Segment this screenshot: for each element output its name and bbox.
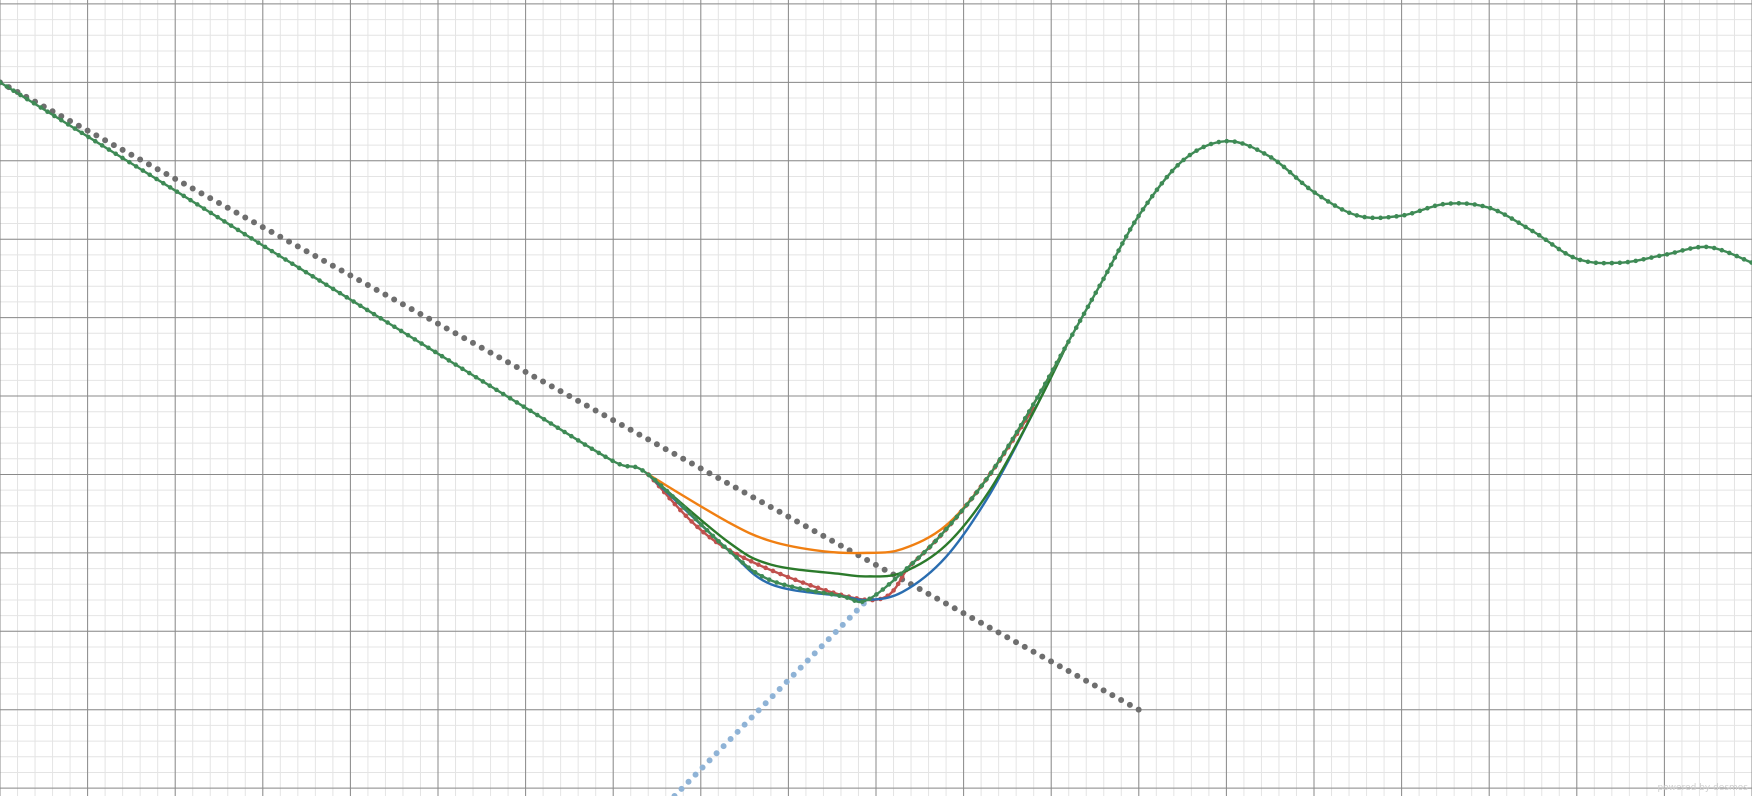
series-6-points bbox=[0, 80, 1752, 605]
series-4 bbox=[647, 339, 1070, 578]
watermark-text: powered by desmos bbox=[1657, 783, 1748, 793]
series-6 bbox=[0, 80, 1752, 605]
series-layer bbox=[0, 79, 1752, 796]
series-4-line bbox=[647, 339, 1070, 578]
series-0-dotted-line bbox=[0, 79, 1142, 713]
series-1-dotted-line bbox=[671, 596, 871, 796]
series-0 bbox=[0, 79, 1142, 713]
series-1 bbox=[671, 596, 871, 796]
